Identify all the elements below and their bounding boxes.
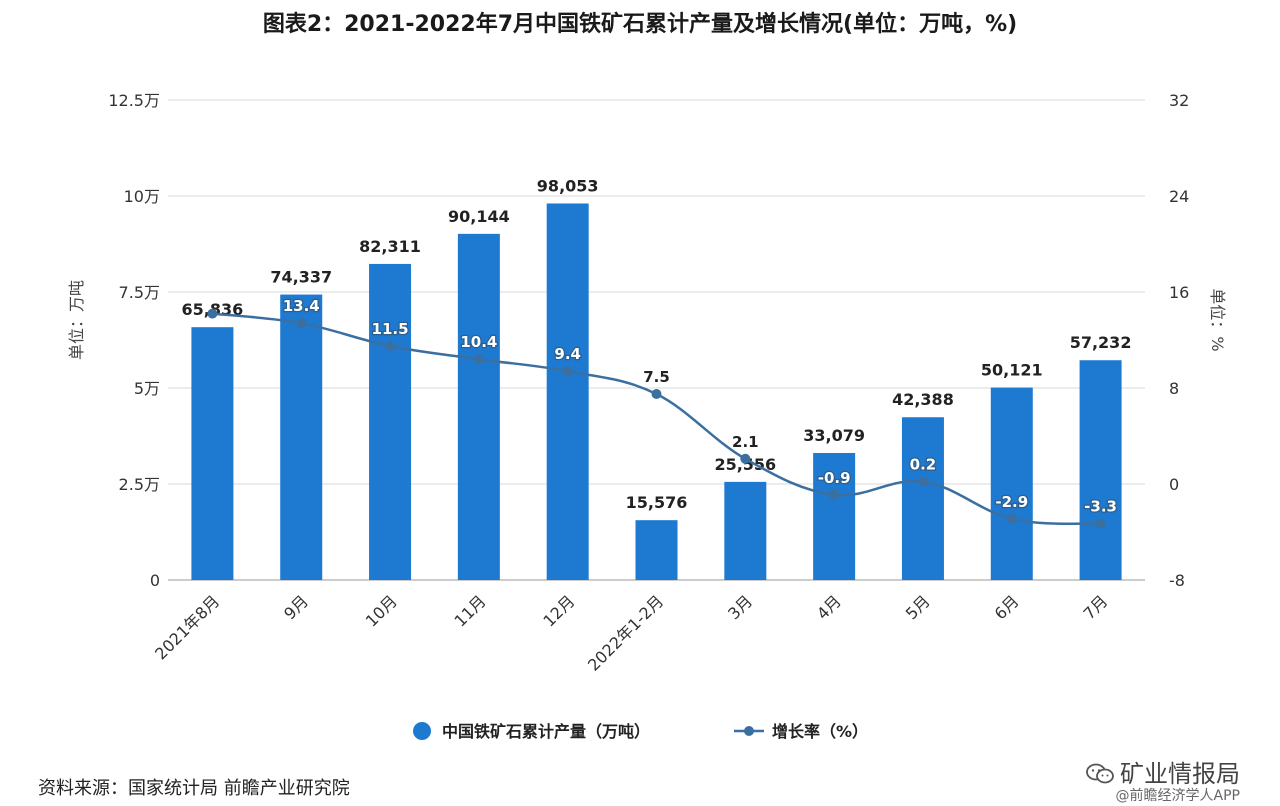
line-series: 13.4 11.5 10.4 9.4 7.5 2.1 -0.9 0.2 -2.9 -3.3 — [207, 296, 1118, 529]
line-value-label: 10.4 — [460, 333, 497, 351]
right-tick-label: -8 — [1169, 571, 1185, 590]
right-tick-label: 8 — [1169, 379, 1179, 398]
wechat-account-name: 矿业情报局 — [1120, 760, 1240, 788]
line-value-label: 13.4 — [283, 297, 320, 315]
x-tick-label: 5月 — [902, 591, 934, 623]
right-tick-label: 32 — [1169, 91, 1189, 110]
line-point — [651, 389, 662, 399]
legend-line-dot — [744, 726, 754, 736]
bar — [546, 203, 589, 580]
bar-value-label: 25,556 — [714, 455, 776, 474]
bar — [901, 417, 944, 580]
x-axis: 2021年8月 9月 10月 11月 12月 2022年1-2月 3月 4月 5月 6月 7月 — [151, 591, 1111, 674]
bar — [280, 294, 323, 580]
wechat-icon — [1086, 763, 1114, 784]
x-tick-label: 2021年8月 — [151, 591, 223, 663]
line-value-label: 0.2 — [910, 456, 937, 474]
left-tick-label: 10万 — [124, 187, 160, 206]
bar-value-label: 50,121 — [981, 361, 1043, 380]
line-value-label: 11.5 — [372, 320, 409, 338]
left-tick-label: 7.5万 — [119, 283, 160, 302]
line-value-label: -3.3 — [1084, 498, 1117, 516]
line-point — [1006, 513, 1017, 524]
bar-value-label: 57,232 — [1070, 333, 1132, 352]
line-value-label: -0.9 — [818, 469, 851, 487]
line-point — [562, 366, 573, 377]
legend-bar-marker — [413, 722, 431, 740]
legend-line-label: 增长率（%） — [772, 722, 868, 741]
bar — [635, 520, 678, 580]
line-point — [473, 354, 484, 365]
right-tick-label: 16 — [1169, 283, 1189, 302]
bar-value-label: 82,311 — [359, 237, 421, 256]
left-axis-title: 单位：万吨 — [67, 280, 86, 360]
bar-value-label: 90,144 — [448, 207, 510, 226]
line-value-label: -2.9 — [995, 493, 1028, 511]
x-tick-label: 11月 — [451, 591, 490, 630]
left-tick-label: 0 — [150, 571, 160, 590]
right-axis-title: 单位：% — [1208, 288, 1227, 351]
right-tick-label: 0 — [1169, 475, 1179, 494]
bar — [724, 481, 767, 580]
bar — [369, 263, 412, 580]
x-tick-label: 3月 — [724, 591, 756, 623]
line-point — [740, 453, 751, 464]
x-tick-label: 6月 — [991, 591, 1023, 623]
chart-title: 图表2：2021-2022年7月中国铁矿石累计产量及增长情况(单位：万吨，%) — [262, 12, 1018, 37]
bar-series: 65,83674,33782,31190,14498,05315,57625,5… — [182, 176, 1132, 580]
legend: 中国铁矿石累计产量（万吨） 增长率（%） — [413, 722, 868, 741]
x-tick-label: 12月 — [539, 591, 578, 630]
line-point — [917, 476, 928, 487]
x-tick-label: 4月 — [813, 591, 845, 623]
gridlines — [168, 99, 1145, 581]
line-value-label: 2.1 — [732, 433, 759, 451]
x-tick-label: 10月 — [362, 591, 401, 630]
bar — [813, 452, 856, 580]
bar-value-label: 33,079 — [803, 426, 865, 445]
line-value-label: 7.5 — [643, 368, 670, 386]
watermark-credit: 矿业情报局 @前瞻经济学人APP — [1086, 754, 1240, 805]
line-point — [296, 318, 307, 329]
line-value-label: 9.4 — [554, 345, 581, 363]
legend-bar-label: 中国铁矿石累计产量（万吨） — [442, 722, 650, 741]
right-axis: -8 0 8 16 24 32 单位：% — [1169, 91, 1227, 590]
left-tick-label: 2.5万 — [119, 475, 160, 494]
bar-value-label: 15,576 — [626, 493, 688, 512]
bar-value-label: 42,388 — [892, 390, 954, 409]
right-tick-label: 24 — [1169, 187, 1189, 206]
bar — [457, 233, 500, 580]
line-point — [1095, 518, 1106, 529]
line-point — [385, 341, 396, 351]
source-note: 资料来源：国家统计局 前瞻产业研究院 — [38, 778, 350, 799]
line-point — [207, 308, 218, 319]
left-tick-label: 5万 — [134, 379, 160, 398]
bar-value-label: 74,337 — [270, 268, 332, 287]
x-tick-label: 9月 — [280, 591, 312, 623]
bar — [990, 387, 1033, 580]
bar-value-label: 98,053 — [537, 176, 599, 195]
left-tick-label: 12.5万 — [108, 91, 160, 110]
x-tick-label: 7月 — [1079, 591, 1111, 623]
bar — [191, 327, 234, 580]
bar — [1079, 360, 1122, 580]
app-credit: @前瞻经济学人APP — [1115, 788, 1240, 804]
x-tick-label: 2022年1-2月 — [584, 591, 667, 674]
line-point — [829, 489, 840, 500]
